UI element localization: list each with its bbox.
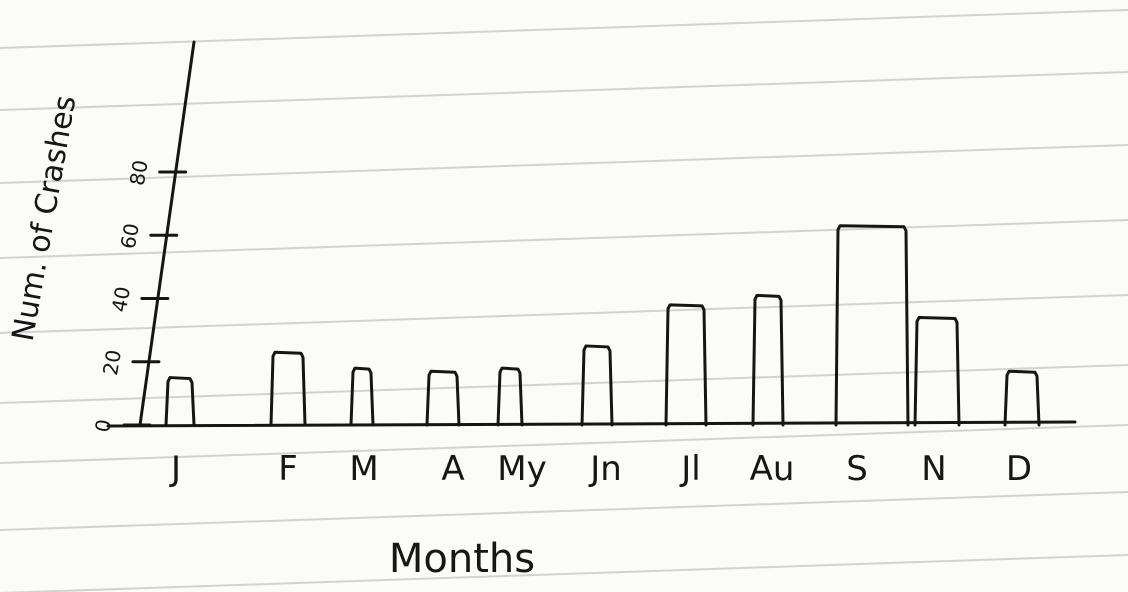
rule-line <box>0 71 1128 111</box>
y-tick-label: 40 <box>107 285 135 314</box>
x-tick-label-F: F <box>278 449 298 489</box>
x-tick-label-J: J <box>169 449 181 489</box>
x-axis-title: Months <box>389 536 535 582</box>
y-tick-label: 80 <box>125 158 153 187</box>
bar-J <box>164 376 196 427</box>
bar-Jl <box>664 303 708 427</box>
bar-N <box>913 315 961 427</box>
bar-S <box>834 224 910 427</box>
x-tick-label-S: S <box>846 449 868 489</box>
x-tick-label-A: A <box>441 449 464 489</box>
bar-My <box>496 366 524 427</box>
x-tick-label-Au: Au <box>750 449 795 489</box>
rule-line <box>0 219 1128 259</box>
x-axis-line <box>106 420 1077 428</box>
bar-M <box>349 366 375 427</box>
y-tick-label: 0 <box>90 417 116 434</box>
x-axis-tick-labels: J F M A My Jn Jl Au S N D <box>169 449 1032 489</box>
y-axis-line <box>138 40 196 427</box>
bar-Jn <box>580 344 614 427</box>
bar-A <box>425 369 461 427</box>
bar-Au <box>751 293 785 427</box>
rule-line <box>0 364 1128 404</box>
y-axis-ticks: 0 20 40 60 80 <box>90 158 188 434</box>
bar-F <box>269 350 307 427</box>
y-axis-title: Num. of Crashes <box>6 93 84 344</box>
bars-group <box>164 224 1041 427</box>
rule-line <box>0 9 1128 49</box>
bar-D <box>1003 369 1041 427</box>
x-tick-label-My: My <box>497 449 546 489</box>
x-tick-label-Jn: Jn <box>588 449 622 489</box>
rule-line <box>0 554 1128 592</box>
y-tick-label: 60 <box>116 221 144 250</box>
rule-line <box>0 144 1128 184</box>
x-tick-label-N: N <box>921 449 946 489</box>
x-tick-label-Jl: Jl <box>679 449 700 489</box>
rule-line <box>0 294 1128 334</box>
y-tick-label: 20 <box>98 348 126 377</box>
rule-line <box>0 491 1128 531</box>
chart-axes <box>106 40 1077 428</box>
x-tick-label-M: M <box>349 449 378 489</box>
rule-line <box>0 424 1128 464</box>
notebook-rule-lines <box>0 9 1128 592</box>
x-tick-label-D: D <box>1006 449 1032 489</box>
